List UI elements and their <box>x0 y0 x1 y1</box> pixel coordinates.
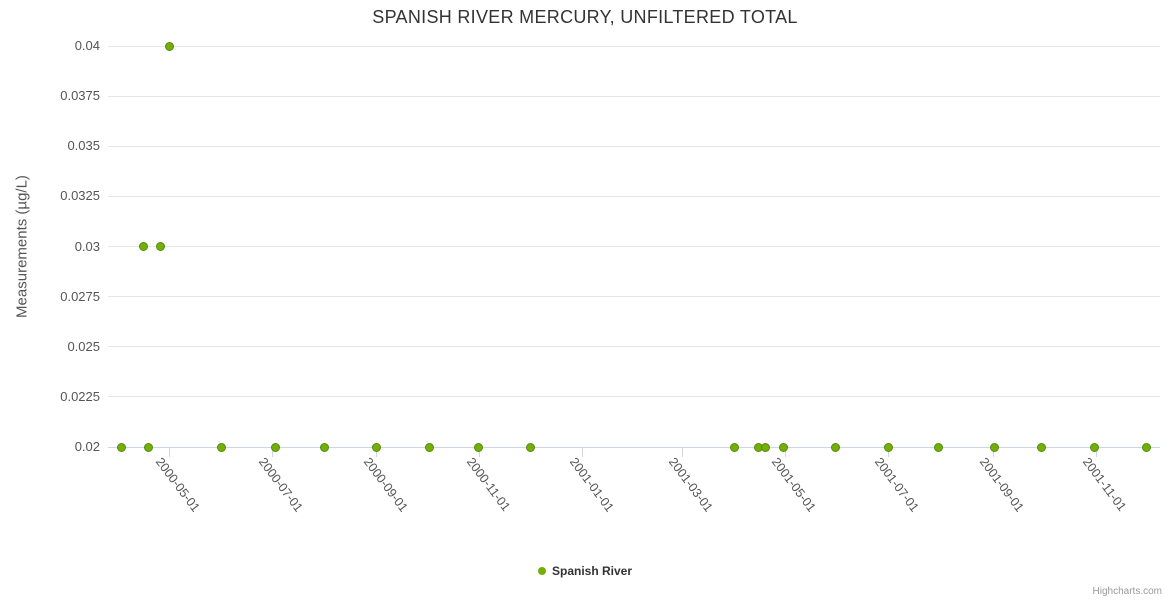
x-axis-tick-label: 2001-11-01 <box>1079 455 1129 514</box>
y-gridline <box>108 246 1160 247</box>
x-axis-tick-label: 2001-09-01 <box>976 455 1027 515</box>
y-axis-tick-label: 0.0375 <box>60 88 100 104</box>
highcharts-credits-link[interactable]: Highcharts.com <box>1092 586 1162 597</box>
data-point[interactable] <box>270 442 280 452</box>
x-axis-line <box>108 446 1160 448</box>
y-axis-tick-label: 0.025 <box>67 338 100 354</box>
y-gridline <box>108 396 1160 398</box>
x-axis-tick-label: 2000-09-01 <box>360 455 411 515</box>
x-axis-tick <box>271 447 273 457</box>
y-axis-tick-label: 0.0325 <box>60 188 100 204</box>
data-point[interactable] <box>117 442 127 452</box>
x-axis-tick-label: 2001-07-01 <box>872 455 922 515</box>
y-axis-tick-label: 0.03 <box>74 238 100 254</box>
x-axis-tick <box>376 447 378 457</box>
data-point[interactable] <box>144 442 154 452</box>
data-point[interactable] <box>831 442 841 452</box>
data-point[interactable] <box>164 41 174 51</box>
y-gridline <box>108 296 1160 298</box>
y-axis-tick-label: 0.04 <box>74 38 100 53</box>
legend-label: Spanish River <box>551 564 633 578</box>
x-axis-tick-label: 2000-11-01 <box>463 455 513 514</box>
x-axis-tick <box>1095 447 1097 457</box>
data-point[interactable] <box>934 442 944 452</box>
data-point[interactable] <box>216 442 226 452</box>
x-axis-tick-label: 2001-05-01 <box>769 455 819 515</box>
y-axis-tick-label: 0.0275 <box>60 288 100 304</box>
x-axis-tick-label: 2000-05-01 <box>152 455 203 515</box>
y-axis-tick-label: 0.02 <box>74 439 100 454</box>
x-axis-tick <box>681 447 683 457</box>
x-axis-tick <box>784 447 786 457</box>
data-point[interactable] <box>779 442 789 452</box>
y-gridline <box>108 195 1160 197</box>
data-point[interactable] <box>525 442 535 452</box>
data-point[interactable] <box>319 442 329 452</box>
legend-item-spanish-river[interactable]: Spanish River <box>0 562 1170 580</box>
data-point[interactable] <box>883 442 893 452</box>
data-point[interactable] <box>139 242 149 251</box>
y-axis-tick-label: 0.0225 <box>60 388 100 404</box>
x-axis-tick-label: 2001-01-01 <box>566 455 617 515</box>
data-point[interactable] <box>424 442 434 452</box>
x-axis-tick <box>168 447 170 457</box>
data-point[interactable] <box>760 442 770 452</box>
chart-title: SPANISH RIVER MERCURY, UNFILTERED TOTAL <box>372 7 798 27</box>
data-point[interactable] <box>372 442 382 452</box>
x-axis-tick <box>992 447 994 457</box>
x-axis-tick <box>582 447 584 457</box>
y-gridline <box>108 346 1160 348</box>
data-point[interactable] <box>730 442 740 452</box>
data-point[interactable] <box>1037 442 1047 452</box>
data-point[interactable] <box>156 242 166 251</box>
legend-marker-icon <box>537 567 546 575</box>
data-point[interactable] <box>1089 442 1099 452</box>
y-gridline <box>108 145 1160 147</box>
x-axis-tick-label: 2000-07-01 <box>255 455 306 515</box>
y-gridline <box>108 45 1160 47</box>
y-gridline <box>108 95 1160 97</box>
x-axis-tick <box>887 447 889 457</box>
y-axis-tick-label: 0.035 <box>67 138 100 154</box>
data-point[interactable] <box>1142 442 1152 452</box>
x-axis-tick <box>479 447 481 457</box>
data-point[interactable] <box>990 442 1000 452</box>
data-point[interactable] <box>473 442 483 452</box>
x-axis-tick-label: 2001-03-01 <box>666 455 716 515</box>
